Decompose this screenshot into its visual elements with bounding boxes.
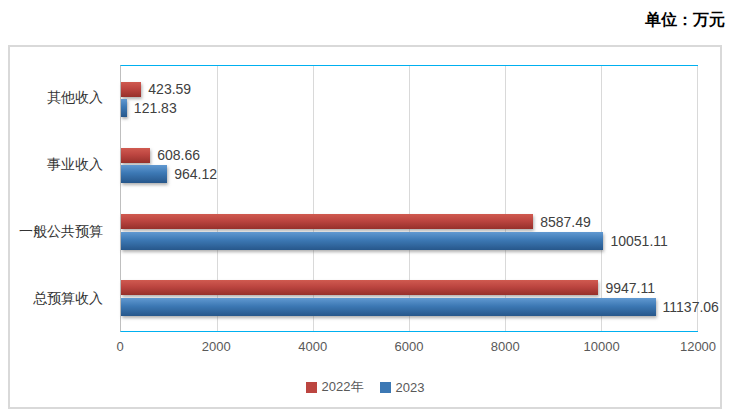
bar-2022年-其他收入[interactable]: [121, 82, 141, 97]
x-axis: 020004000600080001000012000: [120, 339, 698, 357]
legend-item-2023[interactable]: 2023: [380, 380, 425, 395]
chart-container: 其他收入事业收入一般公共预算总预算收入 423.59 121.83 608.66 96…: [8, 45, 722, 409]
bar-2023-总预算收入[interactable]: [121, 298, 656, 316]
bar-2022年-总预算收入[interactable]: [121, 280, 598, 295]
x-tick-label: 0: [116, 339, 123, 354]
bar-rows: 423.59 121.83 608.66 964.12 8587.49 10051.11 9…: [121, 66, 697, 331]
bar-row: 608.66 964.12: [121, 132, 697, 198]
bar-2022年-一般公共预算[interactable]: [121, 214, 533, 229]
legend-label: 2023: [396, 380, 425, 395]
bar-row: 9947.11 11137.06: [121, 265, 697, 331]
bar-line: 121.83: [121, 99, 697, 117]
category-labels: 其他收入事业收入一般公共预算总预算收入: [10, 65, 112, 332]
bar-row: 8587.49 10051.11: [121, 199, 697, 265]
bar-2023-一般公共预算[interactable]: [121, 232, 603, 250]
bar-value-label: 8587.49: [540, 214, 591, 230]
x-tick-label: 6000: [395, 339, 424, 354]
bar-line: 9947.11: [121, 280, 697, 296]
bar-line: 423.59: [121, 81, 697, 97]
x-tick-label: 2000: [202, 339, 231, 354]
legend-swatch-icon: [306, 382, 317, 393]
bar-value-label: 423.59: [148, 81, 191, 97]
x-tick-label: 12000: [680, 339, 716, 354]
bar-2023-其他收入[interactable]: [121, 99, 127, 117]
category-label: 事业收入: [10, 132, 112, 199]
bar-value-label: 10051.11: [610, 233, 667, 249]
bar-value-label: 121.83: [134, 100, 177, 116]
x-tick-label: 8000: [491, 339, 520, 354]
bar-value-label: 11137.06: [663, 299, 719, 315]
legend-swatch-icon: [380, 382, 391, 393]
bar-value-label: 964.12: [174, 166, 217, 182]
bar-value-label: 9947.11: [605, 280, 655, 296]
bar-2023-事业收入[interactable]: [121, 165, 167, 183]
category-label: 一般公共预算: [10, 199, 112, 266]
bar-line: 608.66: [121, 147, 697, 163]
legend-label: 2022年: [322, 378, 364, 396]
bar-line: 11137.06: [121, 298, 697, 316]
bar-line: 964.12: [121, 165, 697, 183]
x-tick-label: 4000: [298, 339, 327, 354]
bar-row: 423.59 121.83: [121, 66, 697, 132]
category-label: 总预算收入: [10, 265, 112, 332]
gridline: [697, 66, 698, 331]
bar-line: 10051.11: [121, 232, 697, 250]
x-tick-label: 10000: [584, 339, 620, 354]
bar-value-label: 608.66: [157, 147, 200, 163]
bar-2022年-事业收入[interactable]: [121, 148, 150, 163]
legend: 2022年 2023: [10, 378, 720, 396]
legend-item-2022年[interactable]: 2022年: [306, 378, 364, 396]
category-label: 其他收入: [10, 65, 112, 132]
unit-label: 单位：万元: [645, 10, 725, 31]
bar-line: 8587.49: [121, 214, 697, 230]
plot-area: 423.59 121.83 608.66 964.12 8587.49 10051.11 9…: [120, 65, 698, 332]
